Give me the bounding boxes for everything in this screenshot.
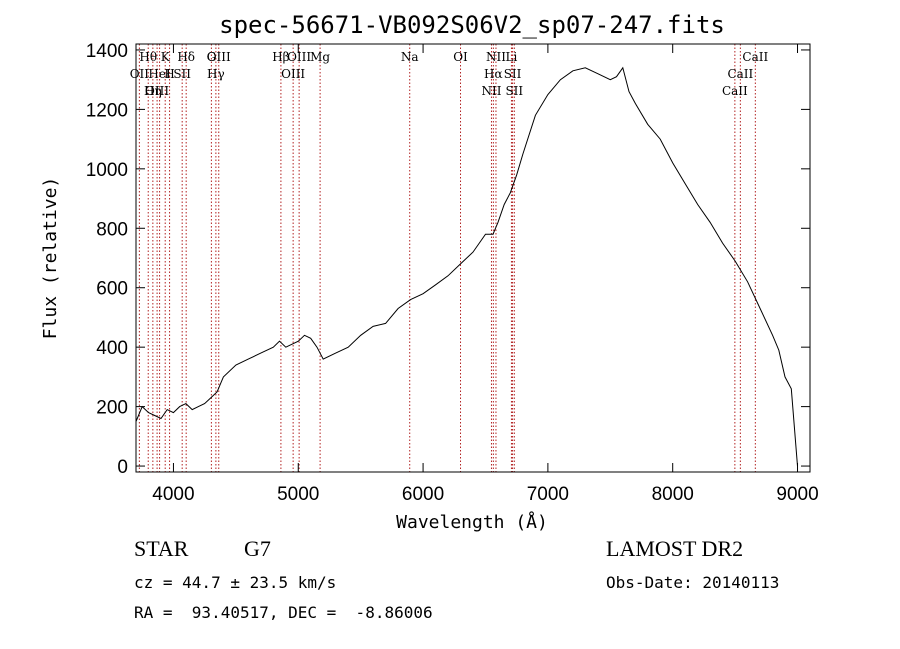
spectral-line-label: Hθ (139, 50, 157, 64)
spectral-line-label: SII (505, 84, 523, 98)
y-tick-label: 200 (96, 398, 128, 419)
spectral-line-label: CaII (722, 84, 748, 98)
spectral-line-label: NII (481, 84, 501, 98)
y-axis-label: Flux (relative) (40, 177, 61, 340)
spectral-line-label: Hγ (207, 67, 225, 81)
spectral-line-label: K (161, 50, 171, 64)
spectrum-line (135, 66, 798, 467)
spectral-line-label: CaII (742, 50, 768, 64)
survey-name: LAMOST DR2 (606, 536, 744, 561)
x-tick-label: 7000 (527, 484, 569, 505)
object-subclass: G7 (244, 536, 271, 561)
y-tick-label: 0 (117, 457, 128, 478)
spectral-line-label: SII (173, 67, 191, 81)
x-tick-label: 4000 (152, 484, 194, 505)
spectral-line-label: Mg (310, 50, 330, 64)
spectral-line-label: H (164, 67, 174, 81)
spectral-line-label: OIII (207, 50, 231, 64)
spectral-line-label: Hα (484, 67, 503, 81)
y-tick-label: 400 (96, 338, 128, 359)
spectral-lines-layer (138, 44, 756, 472)
coordinates-text: RA = 93.40517, DEC = -8.86006 (134, 603, 433, 622)
spectral-line-label: HeI (148, 67, 171, 81)
y-tick-label: 1200 (86, 100, 128, 121)
x-axis-label: Wavelength (Å) (396, 511, 548, 533)
redshift-text: cz = 44.7 ± 23.5 km/s (134, 573, 337, 592)
x-tick-label: 6000 (402, 484, 444, 505)
spectral-line-label: OI (453, 50, 468, 64)
spectral-line-label: Na (401, 50, 419, 64)
y-tick-label: 800 (96, 219, 128, 240)
x-tick-label: 9000 (776, 484, 818, 505)
y-tick-label: 1000 (86, 160, 128, 181)
spectral-line-label: Li (506, 50, 518, 64)
spectral-line-label: NII (486, 50, 506, 64)
y-tick-label: 600 (96, 279, 128, 300)
object-class: STAR (134, 536, 189, 561)
spectral-line-label: OIII (287, 50, 311, 64)
spectral-line-label: OIII (145, 84, 169, 98)
x-tick-label: 5000 (277, 484, 319, 505)
spectral-line-label: Hδ (177, 50, 195, 64)
obs-date-text: Obs-Date: 20140113 (606, 573, 780, 592)
spectral-line-label: OII (130, 67, 150, 81)
spectral-line-label: OIII (281, 67, 305, 81)
y-tick-label: 1400 (86, 41, 128, 62)
x-tick-label: 8000 (652, 484, 694, 505)
chart-title: spec-56671-VB092S06V2_sp07-247.fits (219, 11, 725, 39)
spectral-line-label: CaII (727, 67, 753, 81)
spectral-line-label: SII (504, 67, 522, 81)
plot-frame (135, 43, 811, 473)
spectral-line-label: Hη (144, 84, 162, 98)
spectral-line-label: Hβ (272, 50, 289, 64)
spectral-line-label: G (207, 50, 217, 64)
axis-ticks: 4000 5000 6000 7000 8000 9000 0 200 400 600 800 100… (86, 41, 819, 505)
